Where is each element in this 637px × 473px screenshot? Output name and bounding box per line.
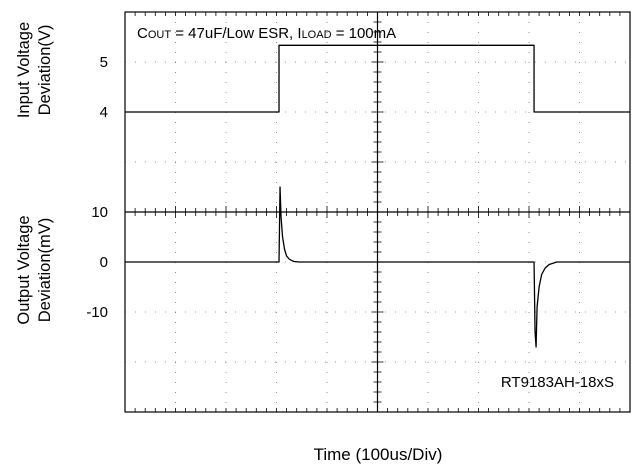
x-axis-label: Time (100us/Div) [314, 445, 443, 464]
traces [125, 44, 630, 348]
annotation-prefix1: C [137, 25, 148, 42]
annotation: COUT = 47uF/Low ESR, ILOAD = 100mA [137, 25, 396, 42]
part-label: RT9183AH-18xS [501, 374, 614, 391]
annotation-sub2: LOAD [302, 29, 332, 41]
output-voltage-trace [125, 186, 630, 348]
bottom-tick-10: 10 [91, 204, 108, 221]
bottom-tick-0: 0 [100, 254, 108, 271]
annotation-mid: = 47uF/Low ESR, I [171, 25, 301, 42]
bottom-tick-minus10: -10 [86, 304, 108, 321]
center-axes [125, 12, 630, 412]
bottom-ylabel-line2: Deviation(mV) [36, 218, 54, 323]
top-ylabel-line2: Deviation(V) [36, 25, 54, 116]
bottom-ylabel-line1: Output Voltage [15, 215, 33, 324]
annotation-suffix: = 100mA [332, 25, 397, 42]
input-voltage-trace [125, 44, 630, 113]
top-tick-4: 4 [100, 104, 108, 121]
annotation-sub1: OUT [148, 29, 172, 41]
top-tick-5: 5 [100, 54, 108, 71]
top-ylabel-line1: Input Voltage [15, 22, 33, 118]
